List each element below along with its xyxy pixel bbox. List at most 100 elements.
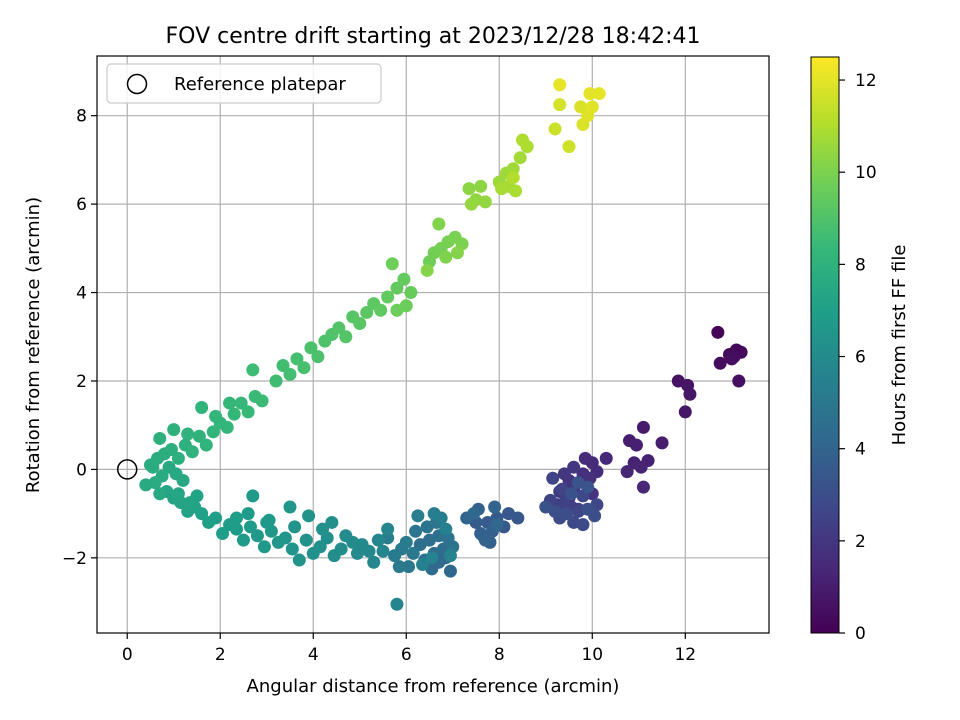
data-point [350,546,364,560]
data-point [599,451,613,465]
data-point [243,520,257,534]
data-point [439,522,453,536]
data-point [381,290,395,304]
data-point [439,250,453,264]
data-point [490,518,504,532]
data-point [185,445,199,459]
data-point [513,151,527,165]
colorbar-tick-label: 0 [855,624,866,644]
data-point [683,387,697,401]
data-point [432,217,446,231]
data-point [450,246,464,260]
data-point [420,263,434,277]
data-point [262,513,276,527]
data-point [553,98,567,112]
data-point [171,487,185,501]
data-point [316,522,330,536]
data-point [162,460,176,474]
x-axis-ticks: 0 2 4 6 8 10 12 [122,633,696,665]
data-point [567,460,581,474]
data-point [332,321,346,335]
data-point [299,533,313,547]
colorbar-ticks: 0 2 4 6 8 10 12 [839,71,877,644]
data-point [553,78,567,92]
x-tick-label: 10 [581,645,603,665]
data-point [409,524,423,538]
data-point [402,560,416,574]
x-axis-label: Angular distance from reference (arcmin) [247,676,620,697]
data-point [516,133,530,147]
data-point [290,352,304,366]
data-point [678,405,692,419]
data-point [581,480,595,494]
data-point [583,87,597,101]
x-tick-label: 0 [122,645,133,665]
data-point [592,87,606,101]
data-point [390,597,404,611]
data-point [371,533,385,547]
data-point [634,460,648,474]
data-point [636,420,650,434]
data-point [581,502,595,516]
data-point [241,405,255,419]
data-point [230,511,244,525]
data-point [574,100,588,114]
data-point [255,394,269,408]
data-point [325,515,339,529]
data-point [241,507,255,521]
data-point [462,182,476,196]
data-point [236,533,250,547]
data-point [183,496,197,510]
colorbar-label: Hours from first FF file [889,245,910,446]
data-point [564,487,578,501]
data-point [257,540,271,554]
data-point [392,560,406,574]
data-point [562,140,576,154]
data-point [246,489,260,503]
colorbar-tick-label: 12 [855,71,877,91]
data-point [192,429,206,443]
y-tick-label: 4 [76,284,87,304]
data-point [629,438,643,452]
data-point [234,396,248,410]
legend-entry-reference: Reference platepar [174,74,346,95]
colorbar-tick-label: 6 [855,348,866,368]
data-point [390,303,404,317]
data-point [139,478,153,492]
y-axis-label: Rotation from reference (arcmin) [23,197,44,493]
data-point [560,507,574,521]
data-point [711,325,725,339]
data-point [220,420,234,434]
data-point [146,460,160,474]
data-point [288,520,302,534]
colorbar-tick-label: 8 [855,255,866,275]
data-point [206,425,220,439]
data-point [390,281,404,295]
data-point [385,257,399,271]
data-point [636,480,650,494]
legend-marker-reference [126,73,148,95]
data-point [411,509,425,523]
data-point [548,122,562,136]
data-point [557,496,571,510]
data-point [153,431,167,445]
data-point [292,553,306,567]
data-point [381,522,395,536]
chart-title: FOV centre drift starting at 2023/12/28 … [166,24,701,49]
data-point [311,350,325,364]
data-point [655,436,669,450]
data-point [388,549,402,563]
colorbar-tick-label: 10 [855,163,877,183]
data-point [399,535,413,549]
data-point [464,197,478,211]
data-point [181,427,195,441]
data-point [578,451,592,465]
legend-box [106,63,382,104]
data-point [502,507,516,521]
data-point [478,533,492,547]
data-point [339,529,353,543]
data-point [478,195,492,209]
x-tick-label: 8 [494,645,505,665]
